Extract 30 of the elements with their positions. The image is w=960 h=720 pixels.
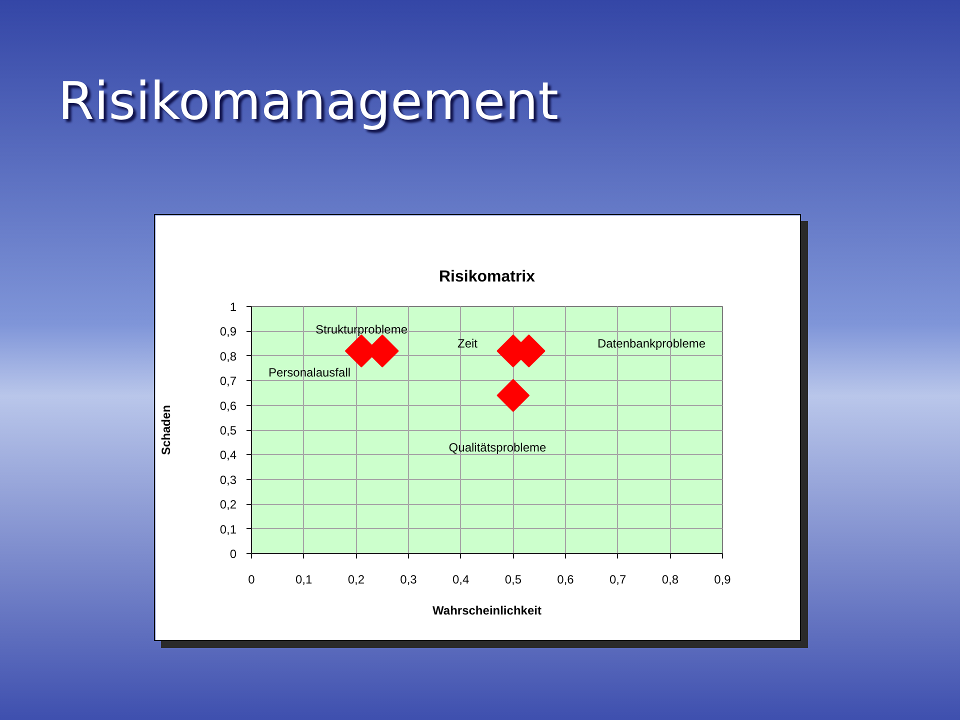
y-tick-label: 0,9 [220,324,237,339]
x-tick-label: 0,5 [504,572,522,586]
y-tick-label: 0,1 [220,522,237,536]
x-tick-label: 0,7 [609,572,626,586]
y-tick-label: 0,7 [220,374,237,388]
x-tick-label: 0,3 [400,572,418,586]
y-tick-label: 0 [230,547,237,561]
y-tick-label: 0,8 [220,349,237,364]
annotation: Zeit [458,336,478,350]
x-tick-label: 0,2 [348,572,365,586]
annotation: Datenbankprobleme [597,336,706,350]
y-tick-label: 0,6 [220,398,237,413]
y-tick-label: 0,2 [220,498,237,512]
annotation: Personalausfall [268,366,351,380]
annotation: Qualitätsprobleme [448,440,547,454]
x-tick-label: 0,9 [714,572,732,586]
y-tick-label: 0,3 [220,472,237,487]
y-axis-title: Schaden [158,404,173,456]
x-tick-label: 0,1 [295,572,312,586]
x-tick-label: 0,6 [557,572,574,586]
x-tick-label: 0 [248,572,256,586]
chart-title: Risikomanagement [58,71,559,134]
y-tick-label: 0,4 [220,448,237,462]
y-tick-label: 0,5 [220,424,237,438]
x-tick-label: 0,4 [452,572,470,586]
x-tick-label: 0,8 [662,572,679,586]
chart-subtitle: Risikomatrix [438,268,536,286]
y-tick-label: 1 [230,300,237,314]
x-axis-title: Wahrscheinlichkeit [432,604,542,618]
annotation: Strukturprobleme [315,322,408,336]
